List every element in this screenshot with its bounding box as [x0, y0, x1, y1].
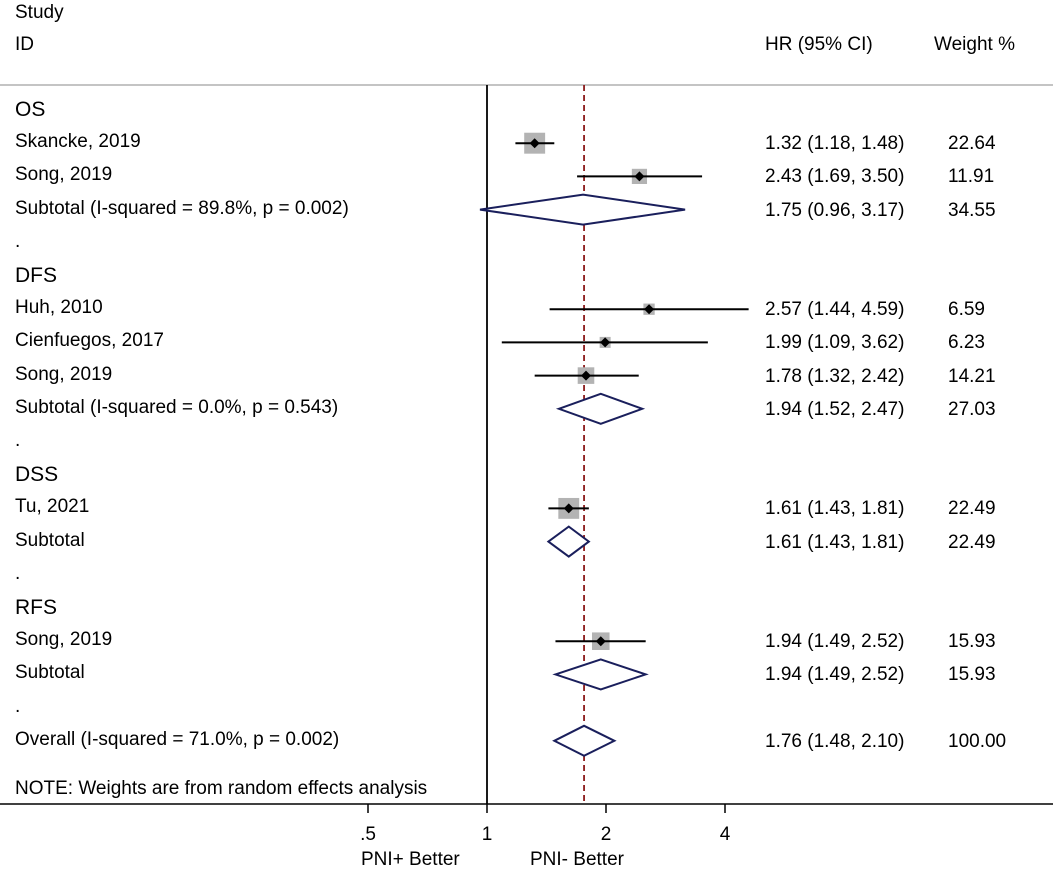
- weight-value: 34.55: [948, 199, 996, 221]
- row-label-study: Song, 2019: [15, 629, 113, 651]
- hr-value: 1.78 (1.32, 2.42): [765, 365, 905, 387]
- hr-value: 1.61 (1.43, 1.81): [765, 531, 905, 553]
- weight-value: 22.49: [948, 498, 996, 520]
- weight-value: 11.91: [948, 166, 995, 188]
- header-weight-label: Weight %: [934, 34, 1015, 55]
- hr-value: 1.32 (1.18, 1.48): [765, 133, 905, 155]
- row-label-group: DFS: [15, 264, 57, 287]
- weights-note: NOTE: Weights are from random effects an…: [15, 778, 428, 799]
- point-estimate: [595, 636, 606, 647]
- header-study-label: Study: [15, 2, 64, 23]
- weight-value: 100.00: [948, 730, 1007, 752]
- weight-value: 22.49: [948, 531, 996, 553]
- point-estimate: [563, 503, 574, 514]
- hr-value: 1.61 (1.43, 1.81): [765, 498, 905, 520]
- row-label-dot: .: [15, 695, 21, 717]
- hr-value: 1.75 (0.96, 3.17): [765, 199, 905, 221]
- hr-value: 2.57 (1.44, 4.59): [765, 299, 905, 321]
- row-label-dot: .: [15, 230, 21, 252]
- point-estimate: [634, 171, 645, 182]
- row-label-dot: .: [15, 430, 21, 451]
- weight-value: 27.03: [948, 398, 996, 420]
- weight-value: 22.64: [948, 133, 996, 155]
- point-estimate: [644, 304, 655, 315]
- row-label-subtotal: Subtotal: [15, 529, 85, 551]
- row-label-dot: .: [15, 562, 21, 584]
- favours-right-label: PNI- Better: [530, 849, 624, 870]
- hr-value: 1.94 (1.49, 2.52): [765, 664, 905, 686]
- row-label-study: Skancke, 2019: [15, 131, 141, 153]
- weight-value: 6.23: [948, 332, 985, 354]
- row-label-group: RFS: [15, 596, 57, 619]
- weight-value: 6.59: [948, 299, 985, 321]
- row-label-group: DSS: [15, 463, 59, 487]
- x-tick-label: 2: [601, 824, 612, 845]
- header-id-label: ID: [15, 34, 34, 55]
- x-tick-label: 4: [720, 824, 731, 845]
- hr-value: 1.94 (1.52, 2.47): [765, 398, 905, 420]
- subtotal-diamond: [479, 193, 686, 226]
- point-estimate: [580, 370, 591, 381]
- point-estimate: [529, 138, 540, 149]
- hr-value: 1.76 (1.48, 2.10): [765, 730, 905, 752]
- hr-value: 1.99 (1.09, 3.62): [765, 332, 905, 354]
- weight-value: 14.21: [948, 365, 996, 387]
- subtotal-diamond: [555, 392, 646, 425]
- row-label-study: Cienfuegos, 2017: [15, 330, 164, 352]
- row-label-overall: Overall (I-squared = 71.0%, p = 0.002): [15, 728, 340, 750]
- weight-value: 15.93: [948, 631, 996, 653]
- weight-value: 15.93: [948, 664, 996, 686]
- hr-value: 2.43 (1.69, 3.50): [765, 166, 905, 188]
- row-label-study: Huh, 2010: [15, 297, 103, 319]
- header-hr-label: HR (95% CI): [765, 34, 873, 55]
- point-estimate: [600, 337, 611, 348]
- row-label-study: Tu, 2021: [15, 496, 90, 518]
- row-label-group: OS: [15, 98, 46, 121]
- row-label-subtotal: Subtotal: [15, 662, 85, 684]
- overall-diamond: [552, 724, 617, 757]
- subtotal-diamond: [546, 525, 591, 558]
- x-tick-label: .5: [360, 824, 376, 845]
- row-label-subtotal: Subtotal (I-squared = 0.0%, p = 0.543): [15, 396, 339, 418]
- row-label-study: Song, 2019: [15, 164, 113, 186]
- favours-left-label: PNI+ Better: [361, 849, 460, 870]
- row-label-subtotal: Subtotal (I-squared = 89.8%, p = 0.002): [15, 197, 349, 219]
- x-tick-label: 1: [482, 824, 493, 845]
- row-label-study: Song, 2019: [15, 363, 113, 385]
- hr-value: 1.94 (1.49, 2.52): [765, 631, 905, 653]
- subtotal-diamond: [552, 658, 649, 691]
